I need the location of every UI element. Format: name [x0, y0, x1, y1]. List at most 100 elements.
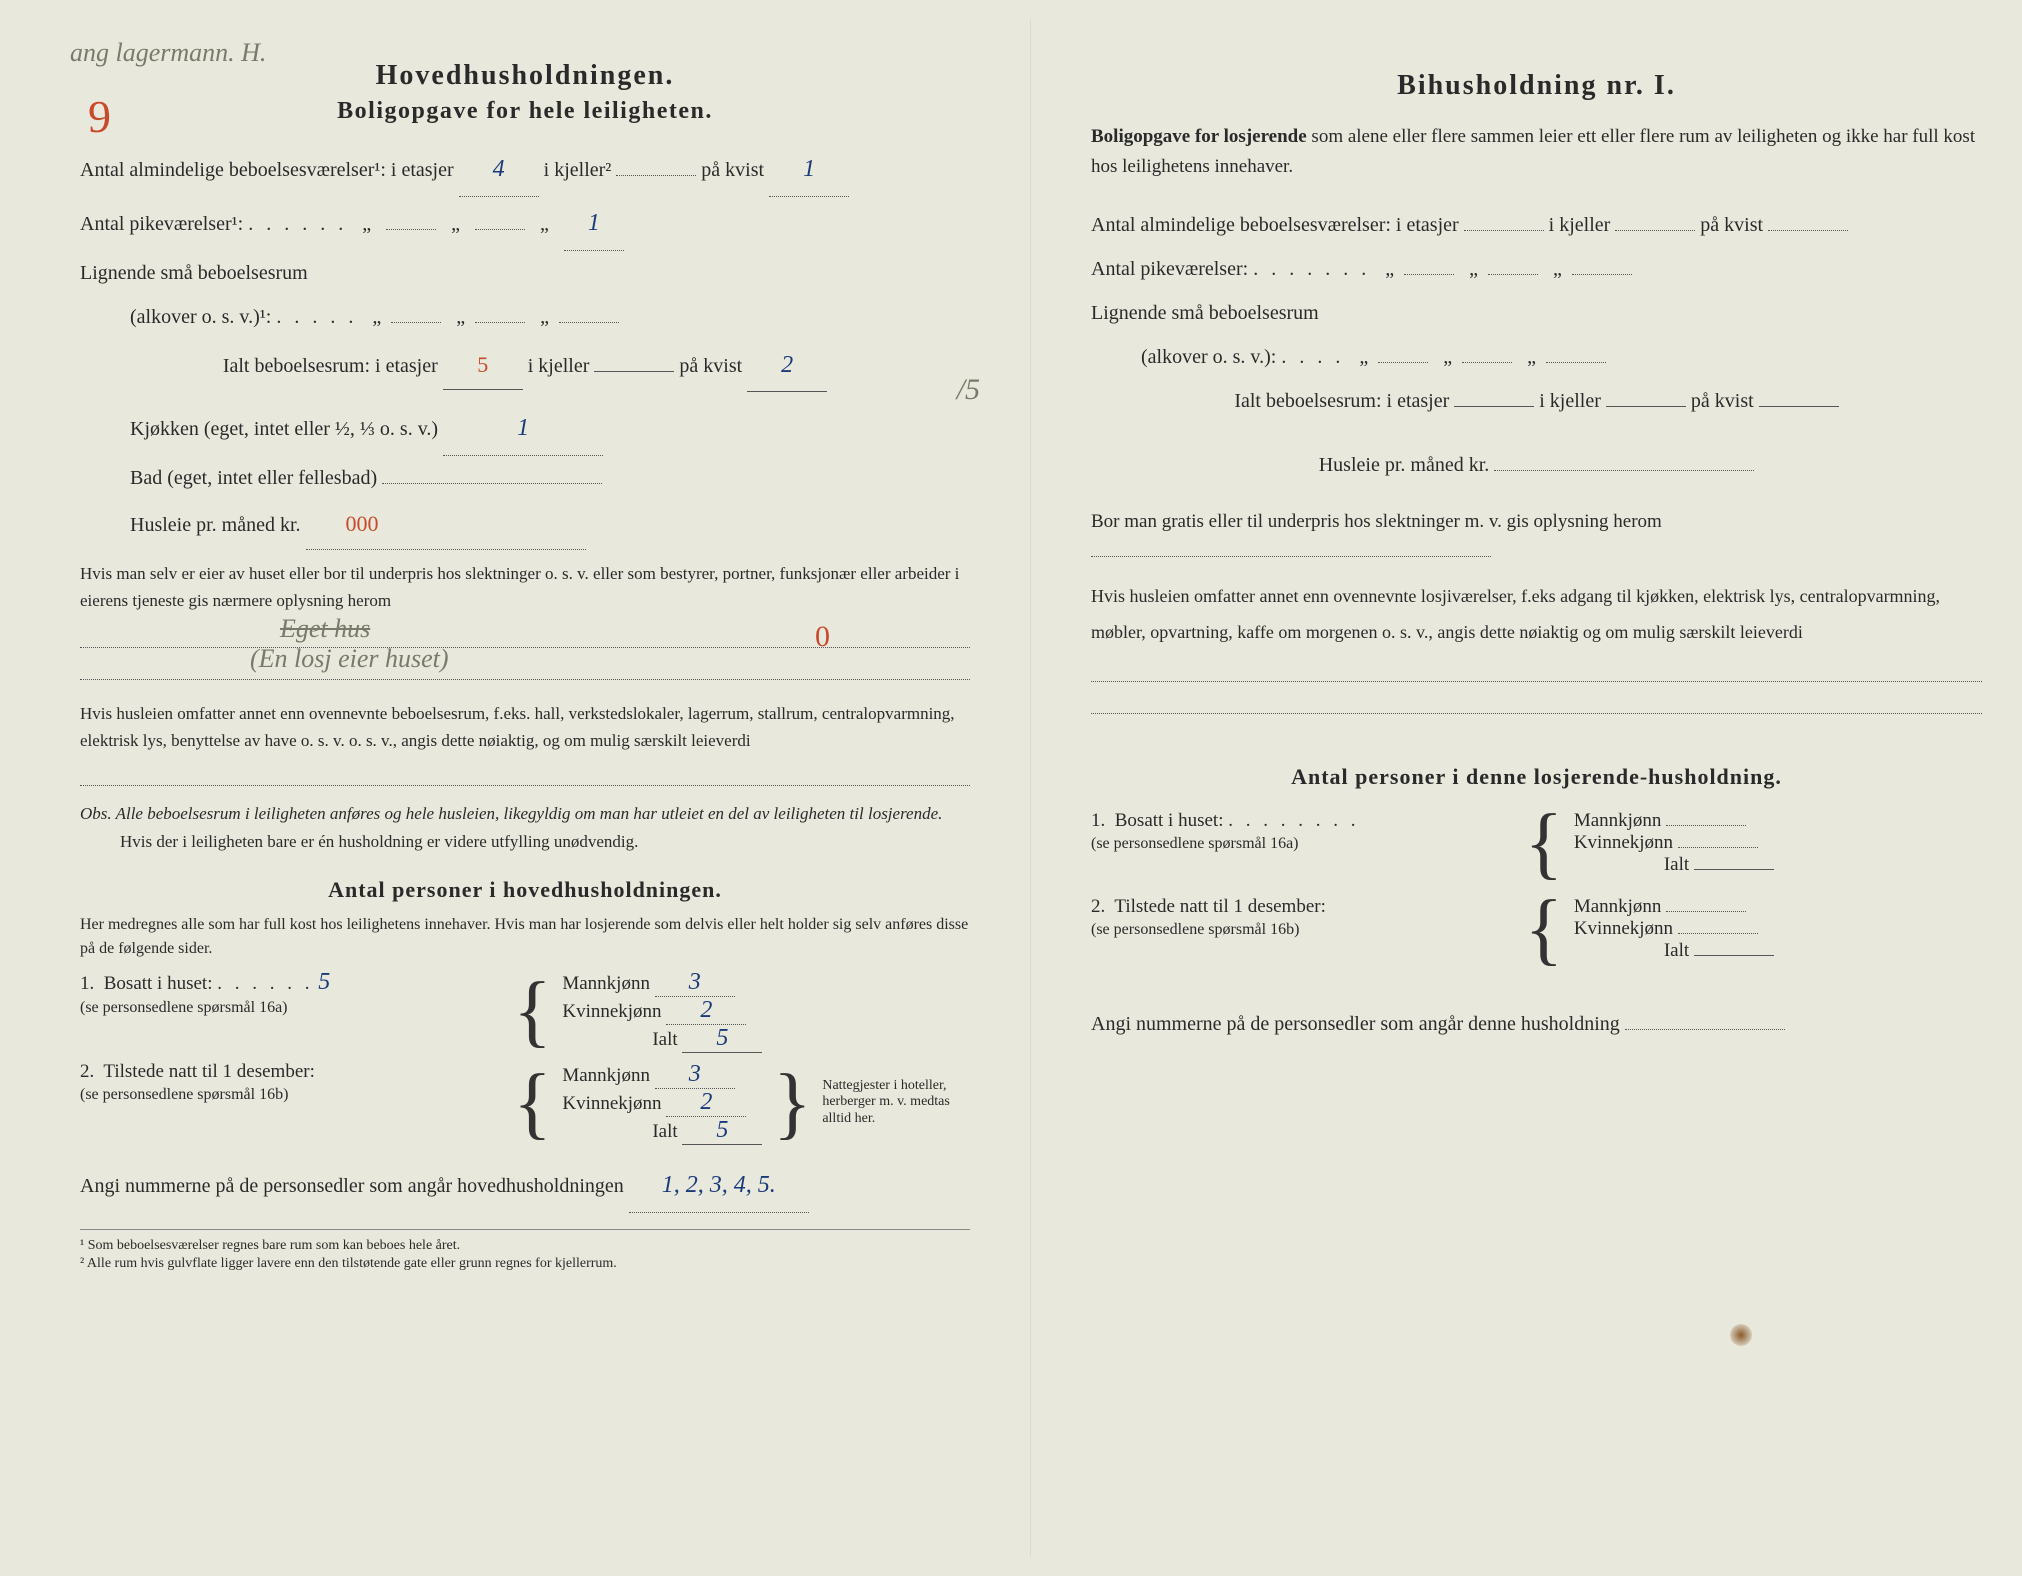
q-label: Tilstede natt til 1 desember:: [103, 1061, 314, 1082]
section-persons-title: Antal personer i hovedhusholdningen.: [80, 877, 970, 903]
text: Bor man gratis eller til underpris hos s…: [1091, 511, 1662, 532]
q-sub: (se personsedlene spørsmål 16a): [1091, 835, 1299, 852]
val: [386, 229, 436, 230]
dots: . . . . . .: [217, 973, 313, 994]
val: [1091, 556, 1491, 557]
row-ialt: Ialt beboelsesrum: i etasjer 5 i kjeller…: [80, 339, 970, 393]
row-rooms-floors: Antal almindelige beboelsesværelser¹: i …: [80, 143, 970, 197]
val: 3: [655, 1061, 735, 1089]
label: Kvinnekjønn: [1574, 918, 1673, 939]
label: på kvist: [1700, 214, 1763, 236]
label: Ialt: [1664, 854, 1689, 875]
brace-icon: {: [1525, 827, 1563, 859]
val: [1694, 955, 1774, 956]
val: 3: [655, 969, 735, 997]
row-alkover-sub-r: (alkover o. s. v.): . . . . „ „ „: [1141, 335, 1982, 379]
freeform-notes: Eget hus (En losj eier huset) 0: [80, 620, 970, 690]
explain-other: Hvis husleien omfatter annet enn ovennev…: [80, 700, 970, 754]
q-sub: (se personsedlene spørsmål 16b): [80, 1086, 288, 1103]
val: [1464, 230, 1544, 231]
row-husleie: Husleie pr. måned kr. 000: [130, 500, 970, 549]
label: Ialt beboelsesrum: i etasjer: [1234, 390, 1449, 412]
q2-group-r: 2. Tilstede natt til 1 desember: (se per…: [1091, 896, 1982, 962]
val: 2: [666, 997, 746, 1025]
label: (alkover o. s. v.):: [1141, 346, 1276, 368]
label: Kvinnekjønn: [562, 1001, 661, 1022]
footnote-2: ² Alle rum hvis gulvflate ligger lavere …: [80, 1256, 970, 1272]
footnote-1: ¹ Som beboelsesværelser regnes bare rum …: [80, 1238, 970, 1254]
val: [475, 322, 525, 323]
label: i kjeller²: [544, 159, 612, 181]
obs-block: Obs. Alle beboelsesrum i leiligheten anf…: [80, 800, 970, 854]
sidenote: Nattegjester i hoteller, herberger m. v.…: [822, 1078, 962, 1128]
val: [1615, 230, 1695, 231]
val: [1666, 825, 1746, 826]
row-pikevaerelser: Antal pikeværelser¹: . . . . . . „ „ „ 1: [80, 197, 970, 251]
subtitle-left: Boligopgave for hele leiligheten.: [80, 98, 970, 125]
q-num: 1.: [80, 973, 94, 994]
label: Ialt beboelsesrum: i etasjer: [223, 355, 438, 377]
row-husleie-r: Husleie pr. måned kr.: [1091, 443, 1982, 487]
val: [1678, 933, 1758, 934]
explain-ownership: Hvis man selv er eier av huset eller bor…: [80, 560, 970, 614]
label: Husleie pr. måned kr.: [1319, 454, 1490, 476]
val: [1625, 1029, 1785, 1030]
q-label: Tilstede natt til 1 desember:: [1114, 896, 1325, 917]
label: i kjeller: [1549, 214, 1611, 236]
val: [1378, 362, 1428, 363]
label: i kjeller: [528, 355, 590, 377]
row-rooms-floors-r: Antal almindelige beboelsesværelser: i e…: [1091, 203, 1982, 247]
val-etasjer: 4: [459, 143, 539, 197]
label: (alkover o. s. v.)¹:: [130, 306, 271, 328]
obs-text: Obs. Alle beboelsesrum i leiligheten anf…: [80, 804, 942, 823]
dots: . . . . . . . .: [1228, 810, 1359, 831]
row-angi: Angi nummerne på de personsedler som ang…: [80, 1159, 970, 1213]
brace-icon: {: [1525, 913, 1563, 945]
label: Ialt: [652, 1029, 677, 1050]
val: 1: [443, 402, 603, 456]
brace-icon: {: [513, 1087, 551, 1119]
row-ialt-r: Ialt beboelsesrum: i etasjer i kjeller p…: [1091, 379, 1982, 423]
q-label: Bosatt i huset:: [104, 973, 213, 994]
q-label: Bosatt i huset:: [1115, 810, 1224, 831]
val-kjeller: [616, 175, 696, 176]
red-number-annotation: 9: [88, 90, 111, 143]
val: [1606, 406, 1686, 407]
val-kvist: 1: [769, 143, 849, 197]
explain1-r: Bor man gratis eller til underpris hos s…: [1091, 507, 1982, 568]
q-sub: (se personsedlene spørsmål 16a): [80, 999, 288, 1016]
label: Kvinnekjønn: [1574, 832, 1673, 853]
val: 000: [306, 500, 586, 549]
label: i kjeller: [1539, 390, 1601, 412]
label: Antal pikeværelser:: [1091, 258, 1248, 280]
val: 2: [666, 1089, 746, 1117]
val: [1666, 911, 1746, 912]
val: 1, 2, 3, 4, 5.: [629, 1159, 809, 1213]
val-etasjer: 5: [443, 341, 523, 390]
row-kjokken: Kjøkken (eget, intet eller ½, ⅓ o. s. v.…: [130, 402, 970, 456]
val: [1572, 274, 1632, 275]
row-alkover-label: Lignende små beboelsesrum: [80, 251, 970, 295]
label: Kvinnekjønn: [562, 1093, 661, 1114]
explain2-r: Hvis husleien omfatter annet enn ovennev…: [1091, 578, 1982, 650]
dots: . . . . . . .: [1253, 258, 1370, 280]
row-pikevaerelser-r: Antal pikeværelser: . . . . . . . „ „ „: [1091, 247, 1982, 291]
dots: . . . . . .: [248, 213, 347, 235]
row-bad: Bad (eget, intet eller fellesbad): [130, 456, 970, 500]
val: [1694, 869, 1774, 870]
q1-group: 1. Bosatt i huset: . . . . . . 5 (se per…: [80, 969, 970, 1053]
label: Angi nummerne på de personsedler som ang…: [1091, 1013, 1620, 1035]
dots: . . . . .: [276, 306, 357, 328]
pencil-note: (En losj eier huset): [250, 644, 449, 674]
pencil-annotation-top: ang lagermann. H.: [70, 38, 266, 68]
label: Antal pikeværelser¹:: [80, 213, 243, 235]
stain-mark: [1730, 1324, 1752, 1346]
val-kjeller: [594, 371, 674, 372]
val: [382, 483, 602, 484]
label: Kjøkken (eget, intet eller ½, ⅓ o. s. v.…: [130, 418, 438, 440]
val: 1: [564, 197, 624, 251]
label: Ialt: [1664, 940, 1689, 961]
label: på kvist: [1691, 390, 1754, 412]
intro-right: Boligopgave for losjerende Boligopgave f…: [1091, 122, 1982, 183]
val: [1546, 362, 1606, 363]
